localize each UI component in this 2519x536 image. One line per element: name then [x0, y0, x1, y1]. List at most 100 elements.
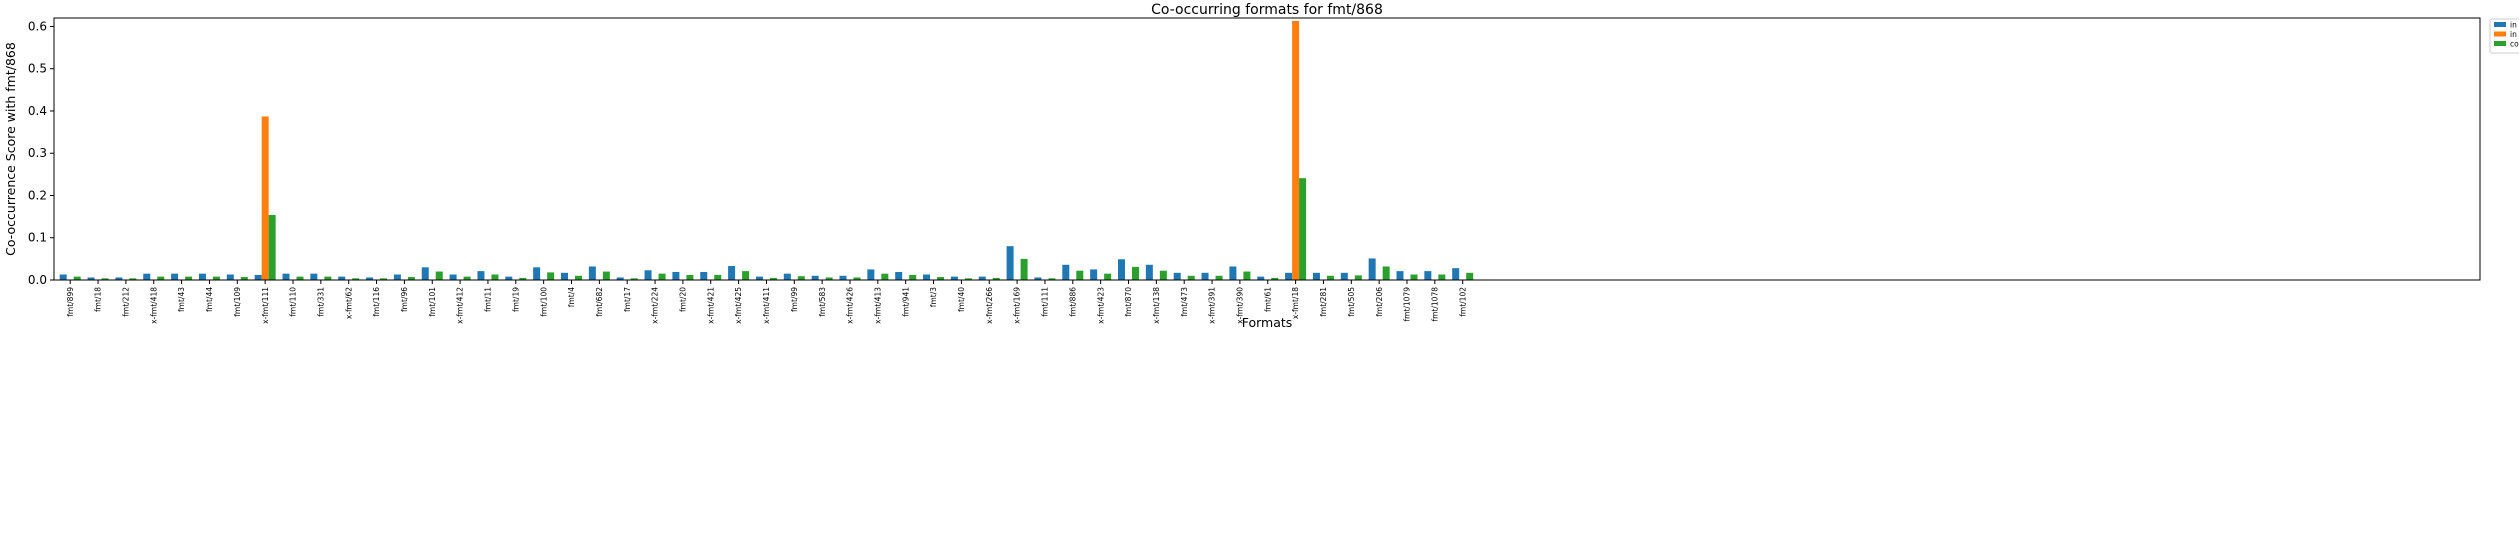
bar-in-data-objects-fmt-18 [87, 277, 95, 280]
bar-in-data-objects-x-fmt-169 [1006, 246, 1014, 280]
x-tick-label: x-fmt/423 [1096, 287, 1105, 324]
bar-combined-x-fmt-391 [1215, 275, 1223, 280]
y-axis-label: Co-occurrence Score with fmt/868 [3, 42, 18, 256]
bar-combined-fmt-102 [1466, 272, 1474, 280]
legend-label: in directories [2510, 30, 2519, 39]
bar-in-data-objects-fmt-20 [672, 271, 680, 280]
x-tick-label: fmt/11 [484, 287, 493, 312]
x-tick-label: fmt/331 [316, 287, 325, 317]
bar-in-data-objects-fmt-11 [477, 271, 485, 280]
x-tick-label: x-fmt/426 [846, 287, 855, 324]
bars-layer [59, 20, 1474, 280]
legend-swatch [2494, 41, 2506, 46]
bar-in-data-objects-fmt-19 [505, 276, 513, 280]
x-tick-label: fmt/505 [1347, 287, 1356, 317]
x-tick-label: x-fmt/18 [1291, 287, 1300, 319]
bar-in-data-objects-x-fmt-418 [143, 273, 151, 280]
bar-combined-fmt-1079 [1410, 274, 1418, 280]
bar-in-data-objects-fmt-17 [616, 277, 624, 280]
x-tick-label: fmt/281 [1319, 287, 1328, 317]
bar-in-data-objects-fmt-101 [421, 267, 429, 280]
bar-combined-x-fmt-418 [157, 276, 165, 280]
x-tick-label: x-fmt/169 [1013, 287, 1022, 324]
y-tick-label: 0.6 [28, 19, 47, 33]
bar-combined-x-fmt-169 [1020, 258, 1028, 280]
bar-in-data-objects-fmt-886 [1062, 264, 1070, 280]
bar-combined-fmt-61 [1271, 277, 1279, 280]
bar-combined-fmt-17 [630, 278, 638, 280]
bar-combined-x-fmt-425 [742, 271, 750, 280]
bar-in-data-objects-x-fmt-413 [867, 269, 875, 280]
bar-in-data-objects-x-fmt-266 [978, 276, 986, 280]
bar-in-data-objects-x-fmt-18 [1285, 272, 1293, 280]
x-tick-label: x-fmt/138 [1152, 287, 1161, 324]
bar-in-data-objects-x-fmt-411 [755, 276, 763, 280]
bar-combined-fmt-1078 [1438, 274, 1446, 280]
legend-label: combined [2510, 40, 2519, 49]
bar-combined-fmt-99 [797, 276, 805, 280]
x-tick-label: x-fmt/411 [762, 287, 771, 324]
x-tick-label: fmt/1078 [1430, 287, 1439, 322]
bar-in-data-objects-fmt-99 [783, 273, 791, 280]
x-tick-label: fmt/99 [790, 287, 799, 312]
legend: in data-objectsin directoriescombined [2489, 18, 2519, 54]
bar-in-data-objects-fmt-4 [561, 272, 568, 280]
x-tick-label: x-fmt/111 [261, 287, 270, 324]
bar-in-data-objects-x-fmt-111 [254, 274, 262, 280]
x-tick-label: fmt/102 [1458, 287, 1467, 317]
x-tick-label: fmt/96 [400, 287, 409, 312]
y-axis: 0.0 0.1 0.2 0.3 0.4 0.5 0.6 [28, 19, 54, 287]
bar-combined-fmt-44 [212, 276, 220, 280]
bar-combined-fmt-43 [185, 276, 193, 280]
x-tick-label: x-fmt/390 [1236, 287, 1245, 324]
bar-combined-x-fmt-266 [992, 277, 1000, 280]
bar-combined-fmt-886 [1076, 270, 1084, 280]
bar-in-data-objects-fmt-102 [1452, 268, 1460, 280]
bar-in-data-objects-fmt-212 [115, 277, 123, 280]
bar-in-data-objects-fmt-3 [923, 274, 931, 280]
bar-in-data-objects-fmt-44 [198, 273, 206, 280]
bar-combined-fmt-941 [909, 274, 917, 280]
x-tick-label: fmt/206 [1375, 287, 1384, 317]
x-tick-label: fmt/4 [567, 287, 576, 307]
bar-combined-fmt-870 [1132, 266, 1139, 280]
bar-combined-x-fmt-62 [352, 278, 360, 280]
x-tick-label: fmt/100 [539, 287, 548, 317]
x-axis-label: Formats [1242, 315, 1293, 330]
bar-in-data-objects-fmt-100 [533, 267, 541, 280]
bar-combined-x-fmt-421 [714, 274, 722, 280]
bar-in-directories-x-fmt-111 [261, 116, 269, 280]
bar-combined-fmt-899 [73, 276, 81, 280]
x-tick-label: x-fmt/421 [706, 287, 715, 324]
bar-combined-fmt-281 [1326, 275, 1334, 280]
bar-combined-fmt-331 [324, 276, 332, 280]
bar-combined-x-fmt-138 [1159, 270, 1167, 280]
x-tick-label: fmt/941 [901, 287, 910, 317]
bar-in-data-objects-fmt-109 [226, 274, 234, 280]
x-tick-label: fmt/473 [1180, 287, 1189, 317]
y-tick-label: 0.1 [28, 231, 47, 245]
bar-combined-x-fmt-111 [268, 214, 276, 280]
x-axis: fmt/899 fmt/18 fmt/212 x-fmt/418 fmt/43 fmt/4… [66, 280, 1467, 324]
bar-in-data-objects-x-fmt-138 [1145, 264, 1153, 280]
x-tick-label: fmt/583 [818, 287, 827, 317]
bar-combined-x-fmt-390 [1243, 271, 1251, 280]
bar-in-data-objects-fmt-110 [282, 273, 290, 280]
x-tick-label: x-fmt/266 [985, 287, 994, 324]
legend-swatch [2494, 31, 2506, 37]
bar-combined-fmt-100 [547, 272, 555, 280]
x-tick-label: fmt/101 [428, 287, 437, 317]
chart-title: Co-occurring formats for fmt/868 [1151, 2, 1383, 18]
x-tick-label: fmt/44 [205, 287, 214, 312]
bar-combined-fmt-116 [380, 278, 388, 280]
y-tick-label: 0.3 [28, 146, 47, 160]
bar-combined-fmt-206 [1382, 266, 1390, 280]
bar-in-data-objects-x-fmt-224 [644, 270, 652, 280]
bar-combined-x-fmt-412 [463, 276, 471, 280]
bar-combined-x-fmt-224 [658, 273, 666, 280]
x-tick-label: x-fmt/62 [344, 287, 353, 319]
bar-combined-fmt-4 [575, 275, 582, 280]
bar-in-data-objects-fmt-1078 [1424, 271, 1432, 280]
